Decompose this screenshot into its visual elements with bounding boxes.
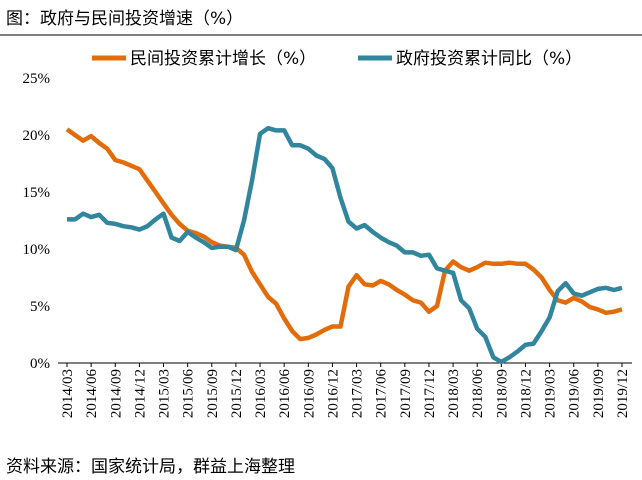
x-tick-label: 2016/06 <box>277 369 293 419</box>
x-tick-label: 2015/09 <box>205 369 221 418</box>
x-tick-label: 2015/06 <box>181 369 197 419</box>
x-tick-label: 2016/12 <box>325 369 341 418</box>
x-tick-label: 2014/09 <box>108 369 124 418</box>
chart-title: 图：政府与民间投资增速（%） <box>6 9 243 29</box>
x-tick-label: 2016/03 <box>253 369 269 418</box>
line-series <box>67 125 623 365</box>
x-tick-label: 2014/12 <box>132 369 148 418</box>
x-tick-label: 2017/12 <box>422 369 438 418</box>
x-tick-label: 2018/03 <box>446 369 462 418</box>
x-tick-label: 2017/06 <box>374 369 390 419</box>
x-tick-label: 2018/06 <box>470 369 486 419</box>
y-tick-label: 0% <box>30 356 50 372</box>
y-tick-label: 15% <box>23 185 51 201</box>
y-tick-label: 20% <box>23 128 51 144</box>
x-tick-label: 2014/03 <box>60 369 76 418</box>
x-tick-label: 2019/03 <box>543 369 559 418</box>
x-tick-label: 2015/03 <box>157 369 173 418</box>
x-tick-label: 2018/12 <box>518 369 534 418</box>
legend-label: 民间投资累计增长（%） <box>130 49 316 69</box>
x-tick-label: 2015/12 <box>229 369 245 418</box>
line-series <box>65 127 623 342</box>
x-tick-label: 2019/12 <box>615 369 631 418</box>
source-note: 资料来源：国家统计局，群益上海整理 <box>6 457 295 477</box>
y-tick-label: 10% <box>23 242 51 258</box>
x-tick-label: 2016/09 <box>301 369 317 418</box>
x-tick-label: 2017/09 <box>398 369 414 418</box>
y-tick-label: 5% <box>30 299 50 315</box>
x-tick-label: 2018/09 <box>494 369 510 418</box>
x-tick-label: 2017/03 <box>350 369 366 418</box>
x-tick-label: 2019/09 <box>591 369 607 418</box>
x-tick-label: 2014/06 <box>84 369 100 419</box>
x-tick-label: 2019/06 <box>567 369 583 419</box>
legend-label: 政府投资累计同比（%） <box>396 49 582 69</box>
y-tick-label: 25% <box>23 71 51 87</box>
